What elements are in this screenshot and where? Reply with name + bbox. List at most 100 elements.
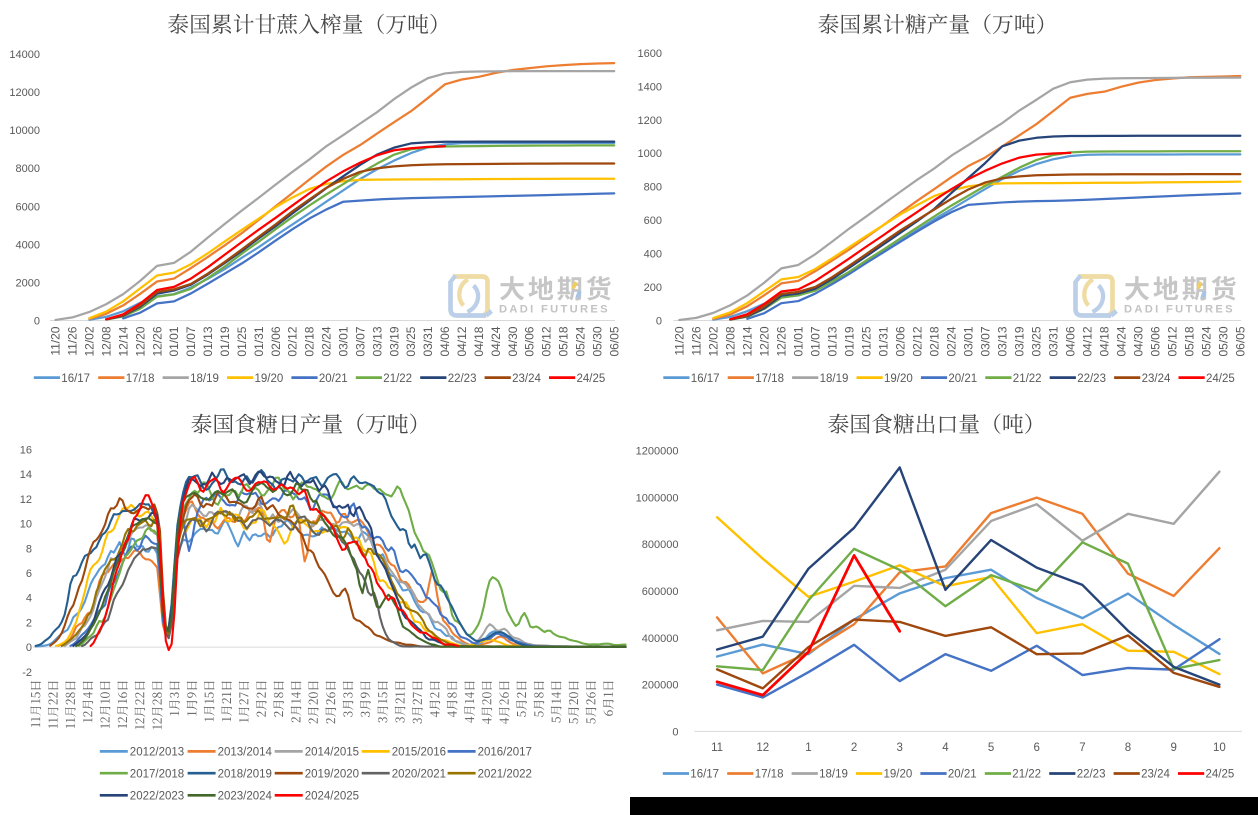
svg-text:7: 7 (1079, 742, 1085, 754)
svg-text:800000: 800000 (642, 539, 679, 551)
svg-text:05/30: 05/30 (1217, 326, 1231, 356)
svg-text:6: 6 (26, 568, 32, 580)
svg-text:02/18: 02/18 (303, 326, 317, 356)
svg-text:03/31: 03/31 (421, 326, 435, 356)
svg-text:11/20: 11/20 (49, 326, 63, 355)
svg-text:06/05: 06/05 (607, 326, 621, 356)
svg-text:12000: 12000 (9, 87, 40, 99)
svg-text:04/06: 04/06 (1064, 326, 1078, 356)
svg-text:2018/2019: 2018/2019 (218, 768, 272, 780)
svg-text:03/25: 03/25 (404, 326, 418, 356)
svg-text:23/24: 23/24 (512, 373, 541, 385)
svg-text:24/25: 24/25 (1206, 373, 1235, 385)
svg-text:05/06: 05/06 (1149, 326, 1163, 356)
svg-text:11/26: 11/26 (66, 326, 80, 355)
svg-text:04/12: 04/12 (455, 326, 469, 356)
svg-text:17/18: 17/18 (126, 373, 155, 385)
svg-text:2: 2 (851, 742, 857, 754)
svg-text:06/05: 06/05 (1234, 326, 1248, 356)
svg-text:10: 10 (1213, 742, 1226, 754)
svg-text:03/01: 03/01 (337, 326, 351, 356)
svg-text:2021/2022: 2021/2022 (478, 768, 532, 780)
svg-text:22/23: 22/23 (1077, 769, 1106, 781)
svg-text:2015/2016: 2015/2016 (392, 747, 446, 759)
svg-text:17/18: 17/18 (755, 769, 784, 781)
svg-text:200000: 200000 (642, 680, 679, 692)
svg-text:03/25: 03/25 (1030, 326, 1044, 356)
svg-text:24/25: 24/25 (577, 373, 606, 385)
svg-text:8: 8 (1125, 742, 1131, 754)
svg-text:05/24: 05/24 (574, 326, 588, 356)
svg-text:1000: 1000 (638, 148, 662, 160)
svg-text:01/13: 01/13 (826, 326, 840, 356)
svg-text:12/02: 12/02 (83, 326, 97, 356)
svg-text:03/01: 03/01 (962, 326, 976, 356)
svg-text:01/25: 01/25 (235, 326, 249, 356)
svg-text:DADI FUTURES: DADI FUTURES (499, 304, 610, 316)
svg-text:3: 3 (896, 742, 902, 754)
svg-text:24/25: 24/25 (1206, 769, 1235, 781)
svg-text:400: 400 (644, 249, 662, 261)
svg-text:1: 1 (805, 742, 811, 754)
svg-text:200: 200 (644, 282, 662, 294)
svg-text:14000: 14000 (9, 49, 40, 61)
svg-text:03/19: 03/19 (387, 326, 401, 356)
svg-text:05/24: 05/24 (1200, 326, 1214, 356)
svg-text:20/21: 20/21 (948, 769, 977, 781)
svg-text:6000: 6000 (16, 201, 40, 213)
svg-text:04/24: 04/24 (489, 326, 503, 356)
svg-text:17/18: 17/18 (755, 373, 784, 385)
svg-text:04/30: 04/30 (1132, 326, 1146, 356)
svg-text:01/01: 01/01 (167, 326, 181, 356)
svg-text:02/12: 02/12 (286, 326, 300, 356)
svg-text:12/08: 12/08 (724, 326, 738, 356)
svg-text:12/14: 12/14 (741, 326, 755, 356)
svg-text:02/12: 02/12 (911, 326, 925, 356)
svg-text:16/17: 16/17 (691, 373, 720, 385)
svg-text:0: 0 (656, 316, 662, 328)
svg-text:19/20: 19/20 (884, 373, 913, 385)
svg-text:11: 11 (711, 742, 723, 754)
svg-text:1400: 1400 (638, 81, 662, 93)
svg-text:1200: 1200 (638, 115, 662, 127)
svg-text:22/23: 22/23 (1077, 373, 1106, 385)
svg-text:21/22: 21/22 (383, 373, 412, 385)
svg-text:16/17: 16/17 (690, 769, 719, 781)
svg-text:2012/2013: 2012/2013 (130, 747, 184, 759)
svg-text:05/12: 05/12 (1166, 326, 1180, 356)
svg-text:2024/2025: 2024/2025 (305, 791, 359, 803)
svg-text:05/18: 05/18 (557, 326, 571, 356)
svg-text:02/18: 02/18 (928, 326, 942, 356)
svg-text:03/19: 03/19 (1013, 326, 1027, 356)
svg-text:02/06: 02/06 (894, 326, 908, 356)
svg-text:8000: 8000 (16, 163, 40, 175)
svg-text:400000: 400000 (642, 633, 679, 645)
svg-text:2016/2017: 2016/2017 (478, 747, 532, 759)
svg-text:01/31: 01/31 (877, 326, 891, 356)
svg-text:600000: 600000 (642, 586, 679, 598)
svg-text:2014/2015: 2014/2015 (305, 747, 359, 759)
svg-text:03/07: 03/07 (979, 326, 993, 356)
svg-text:9: 9 (1170, 742, 1176, 754)
svg-text:11/20: 11/20 (673, 326, 687, 355)
svg-text:12/26: 12/26 (775, 326, 789, 356)
svg-text:19/20: 19/20 (884, 769, 913, 781)
svg-text:12/20: 12/20 (133, 326, 147, 356)
svg-text:23/24: 23/24 (1141, 769, 1170, 781)
svg-text:2000: 2000 (16, 277, 40, 289)
svg-text:18/19: 18/19 (820, 373, 849, 385)
svg-text:18/19: 18/19 (190, 373, 219, 385)
svg-text:12: 12 (20, 494, 32, 506)
svg-text:01/25: 01/25 (860, 326, 874, 356)
svg-text:1600: 1600 (638, 48, 662, 60)
svg-text:4: 4 (26, 593, 32, 605)
svg-text:0: 0 (26, 642, 32, 654)
svg-text:0: 0 (672, 726, 678, 738)
svg-text:20/21: 20/21 (319, 373, 348, 385)
svg-text:2: 2 (26, 617, 32, 629)
svg-text:14: 14 (20, 469, 32, 481)
svg-text:1000000: 1000000 (636, 492, 679, 504)
svg-text:19/20: 19/20 (255, 373, 284, 385)
svg-text:4: 4 (942, 742, 949, 754)
svg-text:4000: 4000 (16, 239, 40, 251)
